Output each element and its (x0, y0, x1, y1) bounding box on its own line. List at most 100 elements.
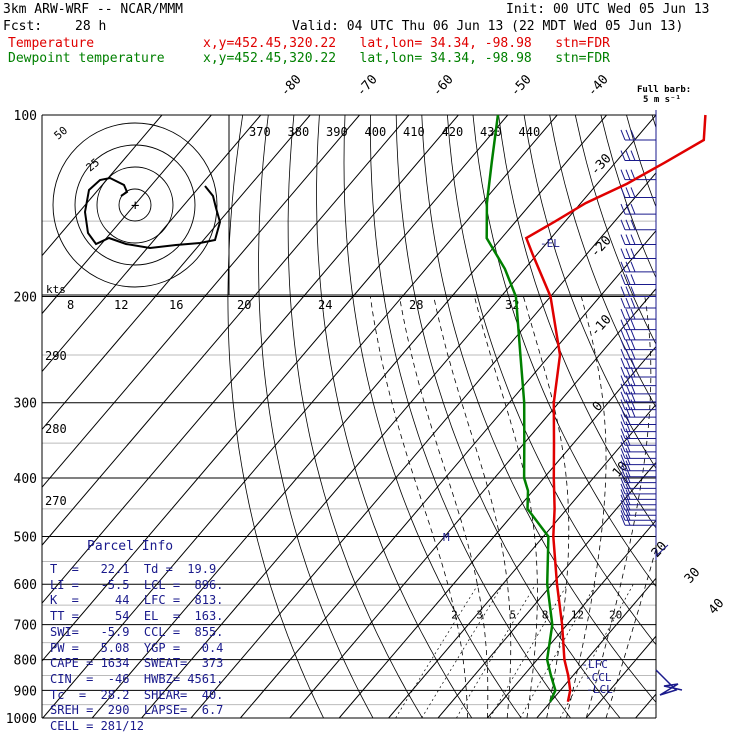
wind-barb-flag (620, 169, 626, 180)
wind-barb-flag (630, 391, 636, 403)
wind-barb-flag (625, 499, 631, 511)
wind-barb-flag (625, 435, 631, 446)
wind-barb-flag (620, 329, 626, 341)
parcel-info-row: T = 22.1 Td = 19.9 (50, 562, 217, 576)
wind-barb-flag (620, 466, 626, 477)
wind-barb-flag (620, 489, 626, 500)
wind-barb-cluster (655, 669, 683, 696)
hodograph-axis-label: 28 (409, 298, 423, 312)
wind-barb-flag (620, 441, 626, 453)
wind-barb-flag (620, 129, 626, 141)
dry-adiabat (343, 115, 522, 718)
mixing-ratio-line (456, 584, 536, 718)
isotherm-line (585, 635, 656, 718)
theta-label: 420 (442, 125, 464, 139)
wind-barb-flag (625, 510, 631, 521)
wind-barb-flag (625, 391, 631, 403)
hodograph-center: + (131, 198, 139, 214)
isotherm-line (42, 115, 360, 489)
pressure-label: 900 (14, 684, 37, 699)
pressure-label: 800 (14, 654, 37, 669)
wind-barb-flag (620, 348, 626, 360)
wind-barb-flag (625, 319, 631, 330)
isotherm-line (240, 230, 656, 718)
dry-adiabat (287, 115, 423, 718)
wind-barb-flag (620, 448, 626, 459)
wind-barb-flag (620, 414, 626, 425)
hodograph-trace (83, 176, 222, 250)
moist-adiabat (433, 296, 512, 718)
wind-barb-flag (620, 499, 626, 511)
pressure-label: 700 (14, 619, 37, 634)
wind-barb-flag (620, 234, 626, 245)
wind-barb-flag (630, 150, 636, 161)
wind-barb-flag (620, 248, 626, 259)
dry-adiabat (626, 115, 656, 208)
dewpoint-profile (485, 114, 557, 703)
hodograph-ring (118, 188, 152, 222)
barb-legend-units: 5 m s⁻¹ (643, 95, 681, 105)
isotherm-label: -50 (508, 72, 535, 99)
wind-barb-flag (625, 274, 631, 285)
wind-barb-flag (620, 219, 626, 230)
fcst-value: 28 h (75, 19, 107, 34)
wind-barb-flag (625, 169, 631, 180)
theta-label: 270 (45, 494, 67, 508)
wind-barb (655, 544, 669, 560)
isotherm-line (685, 115, 740, 718)
temperature-legend: Temperature (8, 36, 95, 51)
wind-barb-flag (625, 129, 631, 141)
moist-adiabat (399, 296, 489, 718)
parcel-info-row: K = 44 LFC = 813. (50, 593, 224, 608)
isotherm-line (42, 115, 459, 604)
parcel-info-row: CAPE = 1634 SWEAT= 373 (50, 656, 224, 671)
wind-barb-flag (625, 515, 631, 526)
wind-barb-flag (625, 399, 631, 410)
hodograph-ring (52, 122, 218, 288)
wind-barb-flag (630, 129, 636, 141)
mixing-ratio-line (395, 584, 479, 718)
wind-barb-flag (625, 448, 631, 459)
theta-label: 440 (519, 125, 541, 139)
theta-label: 410 (403, 125, 425, 139)
temperature-location: x,y=452.45,320.22 lat,lon= 34.34, -98.98… (203, 36, 610, 51)
mixing-ratio-label: 8 (542, 609, 549, 622)
wind-barb-flag (625, 383, 631, 395)
isotherm-label: -60 (430, 72, 457, 99)
isotherm-line (536, 577, 656, 718)
wind-barb-flag (620, 187, 626, 198)
parcel-info-title: Parcel Info (87, 539, 174, 554)
wind-barb-flag (620, 428, 626, 439)
dry-adiabat (421, 115, 656, 703)
parcel-info-row: LI = -5.5 LCL = 896. (50, 577, 224, 592)
hodograph-ring (74, 144, 196, 266)
mixing-ratio-line (489, 584, 568, 718)
barb-legend-title: Full barb: (637, 85, 692, 95)
wind-barb-flag (625, 505, 631, 516)
mixing-ratio-label: 12 (571, 609, 584, 622)
isotherm-label: -70 (354, 72, 381, 99)
isotherm-line (437, 461, 656, 718)
isotherm-line (42, 115, 509, 662)
wind-barb-flag (625, 428, 631, 439)
wind-barb-flag (620, 494, 626, 505)
wind-barb-flag (625, 329, 631, 341)
theta-label: 430 (480, 125, 502, 139)
wind-barb-flag (625, 414, 631, 425)
wind-barb-flag (630, 203, 636, 215)
dewpoint-location: x,y=452.45,320.22 lat,lon= 34.34, -98.98… (203, 51, 610, 66)
parcel-info-row: Tc = 28.2 SHEAR= 40. (50, 687, 224, 702)
isotherm-line (42, 115, 558, 718)
wind-barb-flag (625, 421, 631, 432)
wind-barb-flag (625, 348, 631, 360)
wind-barb-flag (630, 248, 636, 259)
dry-adiabat (678, 115, 740, 718)
dry-adiabat (395, 115, 621, 718)
parcel-info-row: PW = 5.08 YGP = 0.4 (50, 640, 224, 655)
isotherm-line (42, 115, 311, 431)
model-title: 3km ARW-WRF -- NCAR/MMM (3, 2, 184, 17)
wind-barb-flag (630, 329, 636, 341)
moist-adiabat (369, 296, 468, 718)
wind-barb-flag (620, 406, 626, 418)
wind-barb-flag (630, 383, 636, 395)
